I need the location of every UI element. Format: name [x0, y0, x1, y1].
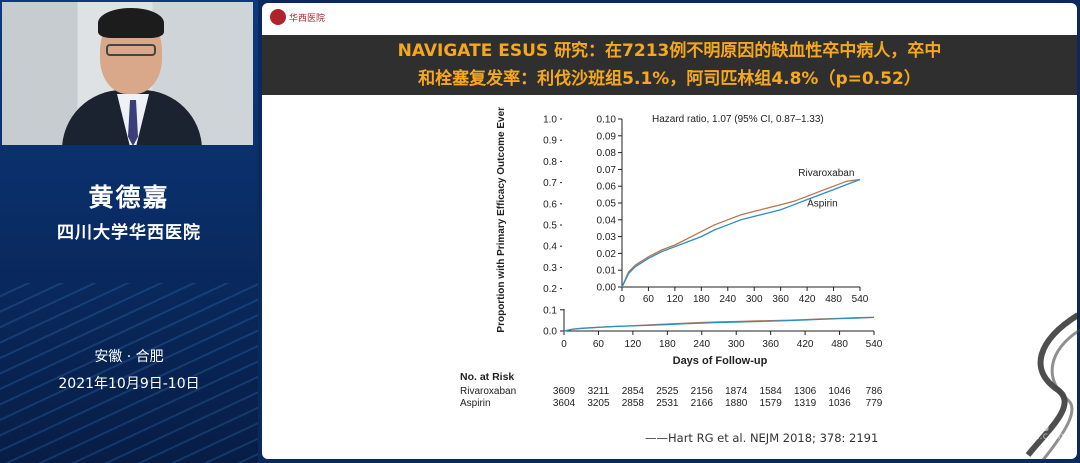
risk-cell: 2854 [622, 386, 645, 397]
speaker-name: 黄德嘉 [88, 183, 170, 212]
risk-row-label: Aspirin [460, 398, 491, 409]
risk-cell: 786 [866, 386, 883, 397]
inset-x-tick-label: 540 [852, 294, 869, 305]
hazard-ratio-annotation: Hazard ratio, 1.07 (95% CI, 0.87–1.33) [652, 114, 824, 125]
inset-y-tick-label: 0.05 [597, 199, 617, 210]
hospital-seal-icon [270, 9, 286, 25]
risk-cell: 2858 [622, 398, 645, 409]
citation: ——Hart RG et al. NEJM 2018; 378: 2191 [645, 431, 879, 445]
title-band [262, 35, 1077, 95]
main-y-tick-label: 0.7 [543, 178, 557, 189]
main-y-tick-label: 0.3 [543, 263, 557, 274]
risk-cell: 1880 [725, 398, 748, 409]
main-y-tick-label: 0.9 [543, 136, 557, 147]
watermark-text: 安徽生活网 [932, 410, 1053, 435]
main-x-tick-label: 240 [693, 339, 710, 350]
main-x-tick-label: 420 [797, 339, 814, 350]
risk-cell: 1319 [794, 398, 817, 409]
y-axis-label: Proportion with Primary Efficacy Outcome… [496, 107, 507, 333]
legend-aspirin: Aspirin [807, 198, 838, 209]
hospital-logo-text: 华西医院 [289, 13, 326, 24]
inset-x-tick-label: 240 [719, 294, 736, 305]
inset-y-tick-label: 0.02 [597, 249, 617, 260]
decorative-swirl-icon [1025, 312, 1080, 460]
inset-y-tick-label: 0.06 [597, 182, 617, 193]
main-x-tick-label: 360 [762, 339, 779, 350]
inset-y-tick-label: 0.09 [597, 131, 617, 142]
risk-cell: 2166 [691, 398, 714, 409]
risk-cell: 2525 [656, 386, 679, 397]
slide-title-line2: 和栓塞复发率：利伐沙班组5.1%，阿司匹林组4.8%（p=0.52） [418, 69, 921, 89]
main-x-tick-label: 0 [561, 339, 567, 350]
inset-y-tick-label: 0.01 [597, 266, 617, 277]
km-chart: 0.0 0.1 0.2 0.3 0.4 0.5 0.6 0.7 0.8 0.9 1.0 0 60 120 1… [460, 107, 883, 409]
inset-x-tick-label: 360 [772, 294, 789, 305]
speaker-affiliation: 四川大学华西医院 [57, 223, 201, 243]
inset-y-tick-label: 0.10 [597, 115, 617, 126]
event-location: 安徽 · 合肥 [94, 349, 164, 365]
watermark-url: www.ahlife.com [985, 431, 1065, 442]
main-series-aspirin [563, 316, 875, 332]
inset-series-aspirin [621, 178, 861, 288]
risk-cell: 2531 [656, 398, 679, 409]
main-y-tick-label: 1.0 [543, 115, 557, 126]
inset-x-tick-label: 60 [643, 294, 655, 305]
risk-cell: 1579 [760, 398, 783, 409]
risk-cell: 2156 [691, 386, 714, 397]
inset-x-tick-label: 120 [667, 294, 684, 305]
main-y-tick-label: 0.0 [543, 327, 557, 338]
main-x-tick-label: 300 [728, 339, 745, 350]
speaker-panel: 黄德嘉 四川大学华西医院 安徽 · 合肥 2021年10月9日-10日 [0, 0, 258, 463]
main-x-tick-label: 60 [593, 339, 605, 350]
risk-cell: 3609 [553, 386, 576, 397]
x-axis-label: Days of Follow-up [673, 355, 768, 367]
inset-x-tick-label: 300 [746, 294, 763, 305]
inset-series-rivaroxaban [621, 178, 861, 288]
slide-title: NAVIGATE ESUS 研究：在7213例不明原因的缺血性卒中病人，卒中 和… [262, 37, 1077, 93]
inset-x-tick-label: 0 [619, 294, 625, 305]
main-y-tick-label: 0.4 [543, 242, 557, 253]
legend-rivaroxaban: Rivaroxaban [798, 168, 854, 179]
main-y-tick-label: 0.5 [543, 221, 557, 232]
main-y-tick-label: 0.2 [543, 284, 557, 295]
risk-cell: 1036 [828, 398, 851, 409]
main-y-tick-label: 0.8 [543, 157, 557, 168]
inset-x-tick-label: 180 [693, 294, 710, 305]
event-dates: 2021年10月9日-10日 [58, 376, 200, 392]
inset-x-tick-label: 420 [799, 294, 816, 305]
inset-y-tick-label: 0.04 [597, 215, 617, 226]
main-x-tick-label: 480 [831, 339, 848, 350]
risk-table-header: No. at Risk [460, 371, 514, 383]
inset-x-tick-label: 480 [825, 294, 842, 305]
hospital-logo: 华西医院 [270, 9, 344, 25]
risk-cell: 1306 [794, 386, 817, 397]
km-figure: 0.0 0.1 0.2 0.3 0.4 0.5 0.6 0.7 0.8 0.9 1.0 0 60 120 1… [442, 107, 894, 413]
main-x-tick-label: 540 [866, 339, 883, 350]
risk-cell: 1584 [760, 386, 783, 397]
main-x-tick-label: 120 [625, 339, 642, 350]
risk-cell: 1874 [725, 386, 748, 397]
inset-background [562, 109, 872, 309]
risk-cell: 1046 [828, 386, 851, 397]
inset-y-tick-label: 0.03 [597, 232, 617, 243]
inset-y-tick-label: 0.08 [597, 148, 617, 159]
risk-cell: 3205 [587, 398, 610, 409]
risk-row-label: Rivaroxaban [460, 386, 516, 397]
main-y-tick-label: 0.1 [543, 305, 557, 316]
slide-title-line1: NAVIGATE ESUS 研究：在7213例不明原因的缺血性卒中病人，卒中 [397, 41, 942, 61]
speaker-video [2, 2, 253, 145]
risk-cell: 3604 [553, 398, 576, 409]
main-x-tick-label: 180 [659, 339, 676, 350]
inset-y-tick-label: 0.00 [597, 283, 617, 294]
main-y-tick-label: 0.6 [543, 199, 557, 210]
risk-cell: 3211 [588, 386, 610, 397]
presentation-slide: 华西医院 NAVIGATE ESUS 研究：在7213例不明原因的缺血性卒中病人… [262, 3, 1077, 459]
risk-cell: 779 [866, 398, 883, 409]
inset-y-tick-label: 0.07 [597, 165, 617, 176]
